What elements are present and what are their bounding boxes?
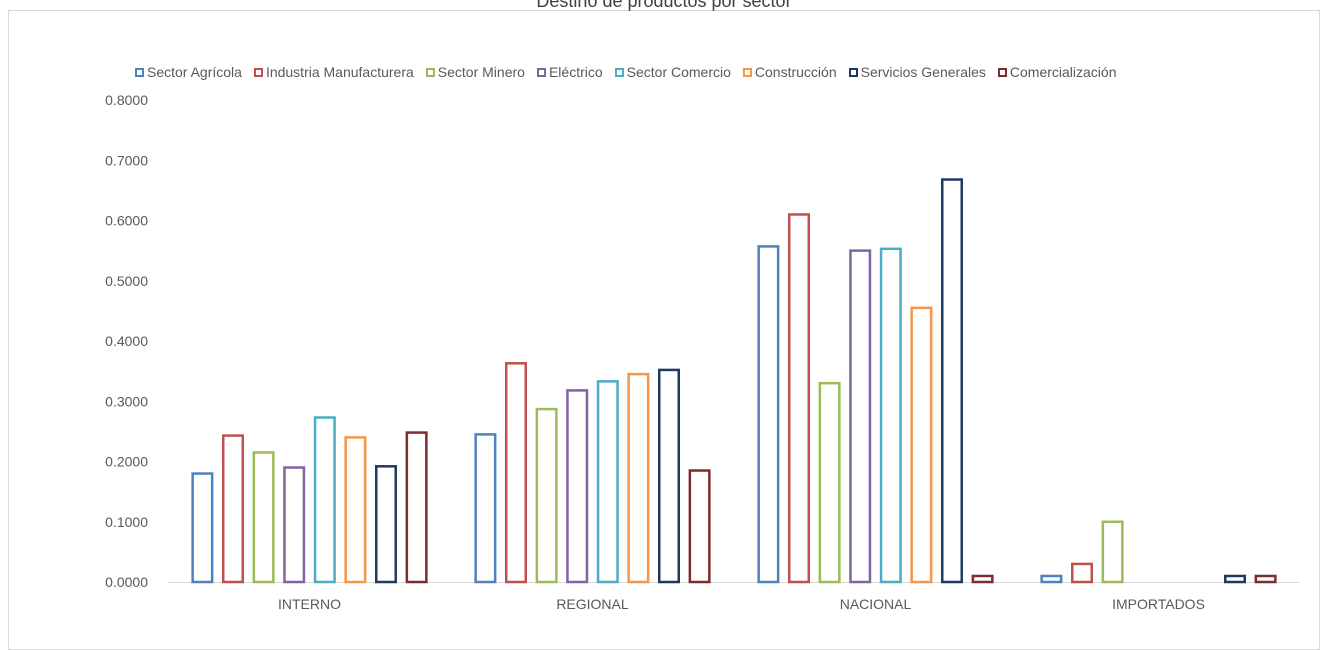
bar bbox=[283, 466, 306, 584]
bar bbox=[849, 249, 872, 584]
legend-item: Comercialización bbox=[997, 64, 1117, 80]
legend-label: Eléctrico bbox=[548, 64, 603, 80]
bar bbox=[344, 436, 367, 584]
chart-frame: Destino de productos por sector Sector A… bbox=[8, 0, 1320, 650]
legend-label: Sector Comercio bbox=[626, 64, 731, 80]
legend-item: Sector Minero bbox=[425, 64, 525, 80]
bar bbox=[818, 381, 841, 584]
bar bbox=[566, 389, 589, 584]
bar bbox=[375, 465, 397, 584]
legend-item: Sector Agrícola bbox=[135, 64, 242, 80]
bar bbox=[252, 451, 275, 584]
bar bbox=[688, 469, 711, 584]
legend-label: Servicios Generales bbox=[860, 64, 986, 80]
legend-item: Construcción bbox=[742, 64, 837, 80]
bar bbox=[222, 434, 244, 584]
legend-item: Servicios Generales bbox=[848, 64, 986, 80]
bar bbox=[405, 431, 428, 584]
bar bbox=[535, 407, 558, 584]
x-tick-label: NACIONAL bbox=[840, 596, 912, 612]
y-tick-label: 0.0000 bbox=[105, 574, 148, 590]
bar bbox=[1040, 574, 1063, 584]
bar bbox=[879, 247, 902, 584]
y-tick-label: 0.1000 bbox=[105, 514, 148, 530]
legend-swatch bbox=[253, 67, 263, 77]
legend-item: Industria Manufacturera bbox=[253, 64, 414, 80]
bar bbox=[971, 574, 994, 584]
legend-label: Comercialización bbox=[1009, 64, 1117, 80]
legend-label: Sector Agrícola bbox=[147, 64, 242, 80]
legend-swatch bbox=[135, 67, 144, 77]
legend-swatch bbox=[742, 67, 752, 77]
y-tick-label: 0.5000 bbox=[105, 273, 148, 289]
bar bbox=[1101, 520, 1124, 584]
y-tick-label: 0.8000 bbox=[105, 92, 148, 108]
chart-legend: Sector Agrícola Industria Manufacturera Se… bbox=[135, 64, 1128, 80]
legend-swatch bbox=[614, 67, 624, 77]
legend-label: Sector Minero bbox=[437, 64, 525, 80]
y-tick-label: 0.3000 bbox=[105, 393, 148, 409]
bar bbox=[627, 372, 650, 584]
chart-title: Destino de productos por sector bbox=[536, 0, 792, 11]
legend-label: Industria Manufacturera bbox=[265, 64, 414, 80]
legend-swatch bbox=[536, 67, 546, 77]
y-tick-label: 0.4000 bbox=[105, 333, 148, 349]
bar bbox=[313, 416, 336, 584]
legend-label: Construcción bbox=[754, 64, 837, 80]
bar bbox=[1071, 562, 1093, 584]
bar bbox=[941, 178, 963, 584]
bar bbox=[658, 368, 680, 584]
bar bbox=[474, 433, 497, 584]
bar bbox=[757, 245, 780, 584]
legend-item: Eléctrico bbox=[536, 64, 603, 80]
y-tick-label: 0.2000 bbox=[105, 454, 148, 470]
bar bbox=[910, 306, 933, 584]
bar bbox=[1224, 574, 1246, 584]
legend-item: Sector Comercio bbox=[614, 64, 731, 80]
bar bbox=[191, 472, 214, 584]
bar bbox=[596, 380, 619, 584]
bar bbox=[505, 362, 527, 584]
bar-chart: 0.0000 0.1000 0.2000 0.3000 0.4000 0.5000 0.60… bbox=[105, 92, 1300, 612]
legend-swatch bbox=[848, 67, 858, 77]
y-tick-label: 0.7000 bbox=[105, 152, 148, 168]
x-tick-label: REGIONAL bbox=[556, 596, 629, 612]
legend-swatch bbox=[425, 67, 435, 77]
bar bbox=[788, 213, 810, 584]
x-tick-label: IMPORTADOS bbox=[1112, 596, 1205, 612]
x-tick-label: INTERNO bbox=[278, 596, 341, 612]
y-tick-label: 0.6000 bbox=[105, 213, 148, 229]
bar bbox=[1254, 574, 1277, 584]
legend-swatch bbox=[997, 67, 1007, 77]
